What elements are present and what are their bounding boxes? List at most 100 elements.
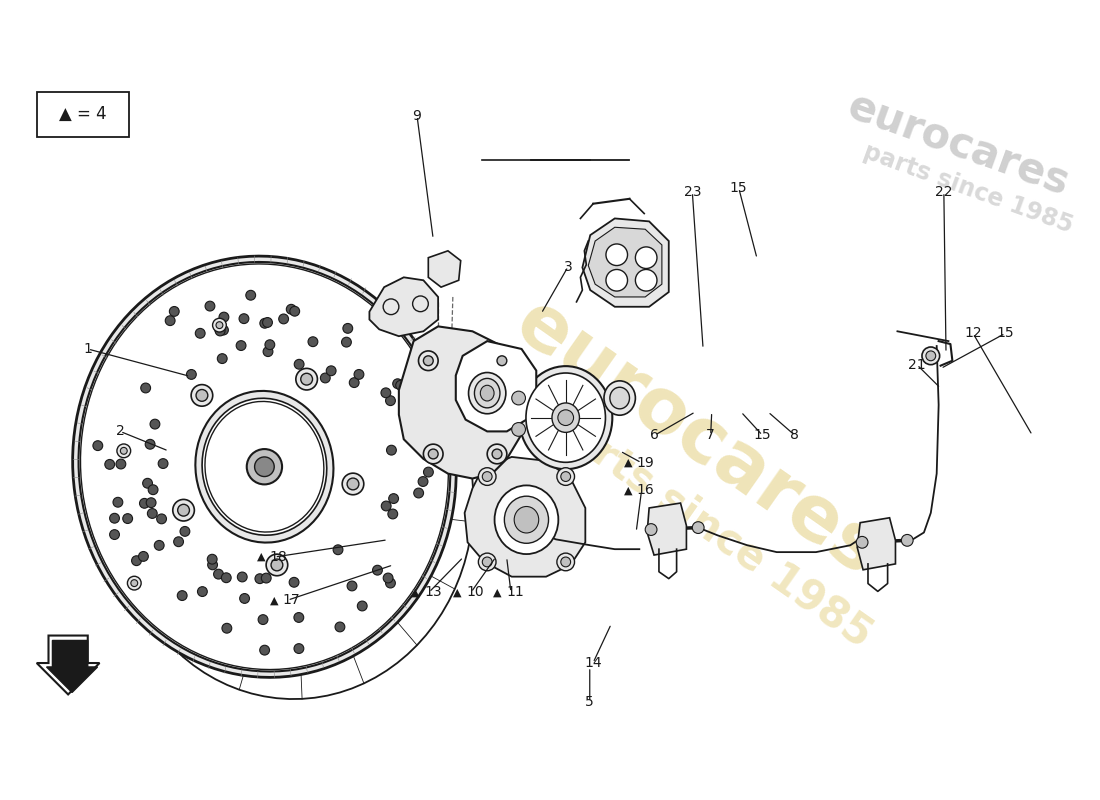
- Text: ▲: ▲: [493, 587, 502, 598]
- Circle shape: [266, 554, 288, 576]
- Circle shape: [165, 316, 175, 326]
- Circle shape: [606, 244, 627, 266]
- Circle shape: [327, 366, 337, 376]
- Circle shape: [348, 581, 356, 591]
- Circle shape: [198, 586, 207, 597]
- Circle shape: [246, 449, 282, 485]
- Circle shape: [482, 557, 492, 567]
- Circle shape: [219, 325, 229, 335]
- Circle shape: [132, 556, 142, 566]
- Text: 21: 21: [908, 358, 926, 372]
- Circle shape: [478, 468, 496, 486]
- Polygon shape: [370, 278, 438, 336]
- Polygon shape: [36, 635, 99, 694]
- Circle shape: [388, 494, 398, 503]
- Circle shape: [358, 601, 367, 611]
- Circle shape: [414, 488, 424, 498]
- Text: ▲: ▲: [270, 595, 278, 606]
- Circle shape: [216, 326, 225, 336]
- Circle shape: [478, 553, 496, 570]
- Circle shape: [294, 644, 304, 654]
- Circle shape: [239, 314, 249, 323]
- Ellipse shape: [78, 262, 450, 671]
- Circle shape: [173, 499, 195, 521]
- Circle shape: [385, 578, 395, 588]
- Circle shape: [265, 340, 275, 350]
- Circle shape: [207, 554, 217, 564]
- Circle shape: [139, 551, 148, 562]
- Circle shape: [557, 553, 574, 570]
- Ellipse shape: [495, 486, 559, 554]
- Circle shape: [240, 594, 250, 603]
- Circle shape: [169, 306, 179, 316]
- Circle shape: [296, 368, 318, 390]
- Circle shape: [926, 351, 936, 361]
- Text: 19: 19: [637, 456, 654, 470]
- Circle shape: [219, 312, 229, 322]
- Text: parts since 1985: parts since 1985: [860, 140, 1076, 238]
- Circle shape: [208, 560, 218, 570]
- Circle shape: [191, 385, 212, 406]
- Circle shape: [271, 559, 283, 571]
- Ellipse shape: [552, 403, 580, 432]
- Circle shape: [221, 573, 231, 582]
- Circle shape: [245, 290, 255, 300]
- Circle shape: [386, 396, 395, 406]
- Circle shape: [354, 370, 364, 379]
- Circle shape: [606, 270, 627, 291]
- Text: 1: 1: [84, 342, 92, 356]
- Circle shape: [113, 498, 123, 507]
- Ellipse shape: [505, 496, 549, 543]
- Text: ▲: ▲: [256, 552, 265, 562]
- Circle shape: [424, 467, 433, 477]
- Circle shape: [424, 356, 433, 366]
- Circle shape: [154, 541, 164, 550]
- Text: 10: 10: [466, 586, 484, 599]
- Polygon shape: [399, 326, 527, 478]
- Polygon shape: [46, 641, 98, 693]
- Circle shape: [342, 473, 364, 494]
- Circle shape: [636, 247, 657, 269]
- Circle shape: [856, 537, 868, 548]
- Circle shape: [236, 341, 246, 350]
- Circle shape: [487, 444, 507, 464]
- Circle shape: [393, 379, 403, 389]
- Circle shape: [128, 576, 141, 590]
- Circle shape: [147, 509, 157, 518]
- Ellipse shape: [514, 506, 539, 533]
- Circle shape: [262, 573, 271, 583]
- Circle shape: [117, 444, 131, 458]
- FancyBboxPatch shape: [36, 92, 129, 137]
- Circle shape: [110, 514, 120, 523]
- Ellipse shape: [604, 381, 636, 415]
- Text: 23: 23: [683, 185, 701, 199]
- Circle shape: [336, 622, 344, 632]
- Circle shape: [216, 322, 223, 329]
- Circle shape: [383, 299, 399, 314]
- Text: 9: 9: [412, 109, 421, 122]
- Circle shape: [174, 537, 184, 546]
- Ellipse shape: [609, 387, 629, 409]
- Circle shape: [131, 580, 138, 586]
- Text: 22: 22: [935, 185, 953, 199]
- Circle shape: [278, 314, 288, 324]
- Circle shape: [263, 346, 273, 357]
- Circle shape: [254, 457, 274, 477]
- Circle shape: [187, 370, 196, 379]
- Polygon shape: [428, 251, 461, 287]
- Circle shape: [381, 388, 390, 398]
- Circle shape: [373, 566, 383, 575]
- Polygon shape: [588, 227, 662, 297]
- Circle shape: [428, 449, 438, 459]
- Text: 17: 17: [283, 594, 300, 607]
- Circle shape: [258, 614, 268, 625]
- Circle shape: [343, 323, 353, 334]
- Circle shape: [180, 526, 190, 536]
- Circle shape: [386, 446, 396, 455]
- Circle shape: [143, 478, 153, 488]
- Circle shape: [120, 447, 128, 454]
- Text: 14: 14: [584, 656, 602, 670]
- Text: ▲: ▲: [453, 587, 462, 598]
- Circle shape: [561, 557, 571, 567]
- Circle shape: [116, 459, 125, 469]
